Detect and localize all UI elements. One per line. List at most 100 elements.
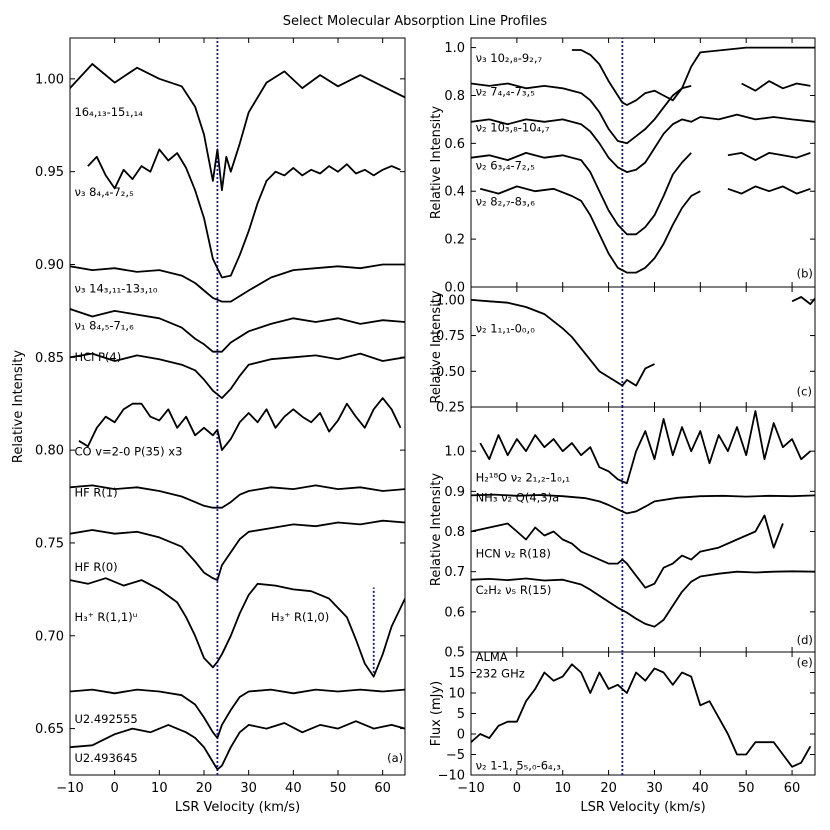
panel-a: −10 0 10 20 30 40 50 60 0.65 0.70 0.75 0.80 0.85 0.90… — [11, 37, 406, 815]
series-line-1 — [471, 663, 812, 768]
line-label: HCl P(4) — [74, 350, 121, 364]
line-label: C₂H₂ ν₅ R(15) — [476, 583, 552, 597]
axes-frame — [470, 406, 816, 653]
line-label: ν₃ 14₃,₁₁-13₃,₁₀ — [74, 281, 157, 295]
panel-e: −10 0 10 20 30 40 50 60 −10 −5 0 5 10 15 Flux (mJy) LSR… — [429, 650, 816, 815]
y-tick-label: −10 — [438, 769, 465, 784]
line-label: H₂¹⁸O ν₂ 2₁,₂-1₀,₁ — [476, 470, 570, 484]
series-line-1 — [479, 410, 811, 485]
y-tick-label: 0.2 — [444, 233, 465, 248]
line-label: ν₃ 10₂,₈-9₂,₇ — [476, 51, 543, 65]
line-label: H₃⁺ R(1,1)ᵘ — [74, 610, 137, 624]
x-axis-label: LSR Velocity (km/s) — [175, 800, 300, 815]
line-label: (e) — [797, 655, 813, 669]
line-label: (b) — [797, 266, 813, 280]
y-tick-label: 0.7 — [444, 565, 465, 580]
y-tick-label: 0.65 — [35, 722, 64, 737]
panel-b: 0.0 0.2 0.4 0.6 0.8 1.0 Relative Intensity ν₃ 1… — [429, 37, 816, 296]
x-tick-label: 60 — [784, 781, 801, 796]
series-line-1 — [571, 46, 815, 106]
line-label: ν₂ 7₄,₄-7₃,₅ — [476, 84, 536, 98]
y-tick-label: 0 — [457, 728, 465, 743]
y-tick-label: 0.8 — [444, 525, 465, 540]
series-line-2 — [471, 82, 692, 145]
series-line-2 — [791, 296, 815, 306]
y-axis-label: Flux (mJy) — [429, 681, 444, 747]
y-tick-label: 1.00 — [436, 293, 465, 308]
line-label: NH₃ ν₂ Q(4,3)a — [476, 490, 560, 504]
series-line-4 — [471, 113, 815, 174]
line-label: (c) — [797, 385, 812, 399]
line-label: ALMA — [476, 650, 508, 664]
line-label: ν₂ 10₃,₈-10₄,₇ — [476, 120, 550, 134]
series-line-4 — [471, 570, 815, 628]
y-tick-label: 0.9 — [444, 485, 465, 500]
series-line-4 — [70, 308, 405, 353]
line-label: 232 GHz — [476, 666, 525, 680]
y-tick-label: 15 — [448, 666, 465, 681]
y-tick-label: 0.8 — [444, 89, 465, 104]
series-line-9 — [70, 577, 405, 678]
line-label: ν₂ 8₂,₇-8₃,₆ — [476, 195, 536, 209]
y-tick-label: 0.6 — [444, 137, 465, 152]
figure-title: Select Molecular Absorption Line Profile… — [283, 14, 548, 29]
y-axis-label: Relative Intensity — [429, 290, 444, 403]
y-tick-label: 0.70 — [35, 629, 64, 644]
line-label: HCN ν₂ R(18) — [476, 547, 551, 561]
line-label: 16₄,₁₃-15₁,₁₄ — [74, 105, 143, 119]
series-line-2 — [87, 148, 401, 279]
x-tick-label: 20 — [196, 781, 213, 796]
y-axis-label: Relative Intensity — [11, 350, 26, 463]
series-line-7 — [479, 185, 701, 274]
x-tick-label: 10 — [151, 781, 168, 796]
y-tick-label: 0.4 — [444, 185, 465, 200]
series-line-3 — [741, 80, 811, 92]
x-tick-label: −10 — [56, 781, 83, 796]
line-label: HF R(1) — [74, 486, 117, 500]
y-tick-label: 5 — [457, 707, 465, 722]
series-line-3 — [70, 263, 405, 303]
x-tick-label: 0 — [513, 781, 521, 796]
axes-frame — [69, 37, 406, 776]
x-tick-label: 40 — [692, 781, 709, 796]
line-label: ν₂ 1₁,₁-0₀,₀ — [476, 322, 536, 336]
series-line-5 — [471, 151, 692, 236]
x-tick-label: 10 — [554, 781, 571, 796]
series-line-11 — [70, 720, 405, 771]
line-label: ν₂ 6₃,₄-7₂,₅ — [476, 159, 536, 173]
line-label: ν₂ 1-1, 5₅,₀-6₄,₃ — [476, 758, 562, 772]
series-line-6 — [727, 151, 811, 162]
x-tick-label: 60 — [374, 781, 391, 796]
axes-frame — [470, 286, 816, 408]
series-line-5 — [70, 352, 405, 400]
line-label: U2.493645 — [74, 751, 137, 765]
y-tick-label: 0.75 — [35, 536, 64, 551]
series-line-8 — [70, 519, 405, 581]
y-tick-label: 0.6 — [444, 605, 465, 620]
line-label: (d) — [797, 633, 813, 647]
y-tick-label: 0.0 — [444, 281, 465, 296]
line-label: H₃⁺ R(1,0) — [271, 610, 329, 624]
x-tick-label: 0 — [111, 781, 119, 796]
x-tick-label: 20 — [600, 781, 617, 796]
x-tick-label: 30 — [240, 781, 257, 796]
line-label: CO v=2-0 P(35) x3 — [74, 445, 182, 459]
series-line-8 — [727, 185, 811, 195]
y-tick-label: 0.85 — [35, 351, 64, 366]
x-tick-label: 30 — [646, 781, 663, 796]
y-tick-label: 0.50 — [436, 365, 465, 380]
line-label: U2.492555 — [74, 712, 137, 726]
y-tick-label: 1.0 — [444, 41, 465, 56]
y-tick-label: 1.0 — [444, 445, 465, 460]
y-tick-label: 0.25 — [436, 401, 465, 416]
series-line-6 — [78, 397, 402, 452]
line-label: ν₃ 8₄,₄-7₂,₅ — [74, 185, 134, 199]
series-line-1 — [471, 299, 655, 387]
x-tick-label: 50 — [330, 781, 347, 796]
line-label: ν₁ 8₄,₅-7₁,₆ — [74, 318, 134, 332]
series-line-3 — [471, 514, 784, 589]
y-tick-label: −5 — [446, 748, 465, 763]
y-axis-label: Relative Intensity — [429, 106, 444, 219]
